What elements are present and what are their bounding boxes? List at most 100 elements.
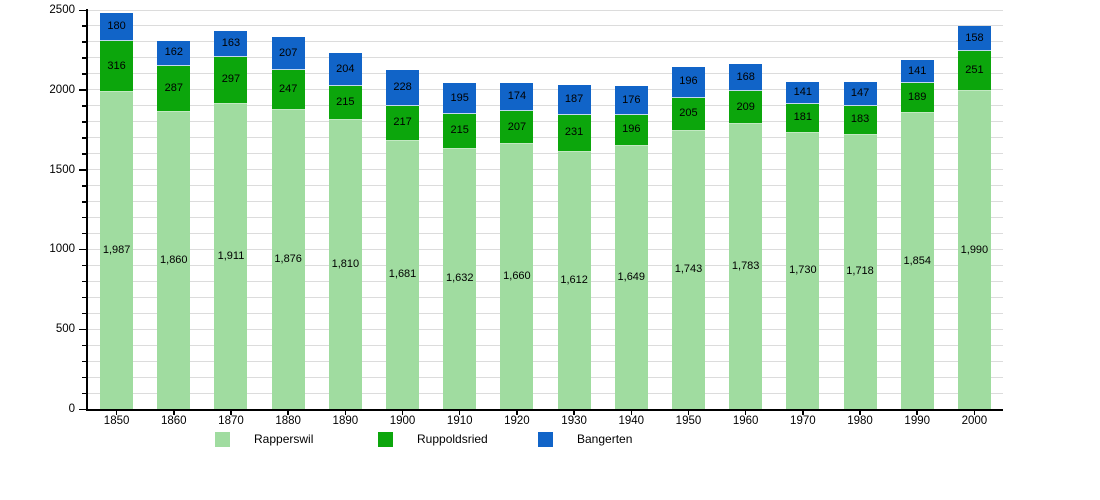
bar-segment-rapperswil: 1,632 [443,148,477,409]
y-tick [79,9,86,11]
bar-segment-bangerten: 180 [100,12,134,42]
bar-segment-ruppoldsried: 215 [328,85,362,121]
bar-segment-ruppoldsried: 297 [214,56,248,105]
x-tick [401,411,404,415]
bar-segment-rapperswil: 1,649 [614,145,648,409]
bar-segment-rapperswil: 1,730 [786,132,820,409]
bar-segment-ruppoldsried: 251 [957,51,991,92]
x-tick [687,411,690,415]
bar-value-label: 209 [736,100,755,113]
x-tick [516,411,518,415]
gridline [88,121,1003,123]
x-tick-label: 1850 [103,415,130,427]
y-tick [82,185,86,187]
bar-value-label: 217 [393,116,412,129]
bar-value-label: 174 [507,90,527,103]
bar-value-label: 176 [622,93,641,106]
x-tick-label: 1990 [904,415,931,427]
legend-label: Bangerten [577,432,633,446]
bar-value-label: 1,612 [560,273,588,286]
gridline [88,41,1003,43]
x-tick-label: 1900 [389,415,416,427]
x-tick-label: 2000 [961,415,988,427]
bar-segment-ruppoldsried: 183 [843,105,877,135]
bar-value-label: 1,810 [331,258,360,271]
bar-segment-ruppoldsried: 205 [671,98,705,131]
legend-item-ruppoldsried: Ruppoldsried [378,431,488,447]
bar-value-label: 195 [450,91,469,104]
bar-segment-bangerten: 207 [271,37,305,71]
y-tick [82,296,86,299]
x-tick-label: 1950 [675,415,702,427]
gridline [88,9,1003,11]
y-tick [82,280,86,283]
gridline [88,57,1003,59]
bar-segment-rapperswil: 1,990 [957,91,991,409]
bar-value-label: 1,990 [960,243,989,256]
y-tick-label: 1000 [49,243,75,256]
legend-swatch-icon [378,431,393,447]
bar-value-label: 204 [336,62,355,75]
bar-value-label: 158 [965,31,984,44]
bar-value-label: 1,649 [617,270,646,283]
x-tick-label: 1860 [160,415,187,427]
y-tick [82,232,86,235]
bar-segment-ruppoldsried: 231 [557,114,591,152]
bar-value-label: 297 [221,73,241,86]
bar-value-label: 207 [278,46,298,59]
y-tick [82,392,86,395]
bar-value-label: 196 [679,75,698,88]
y-tick [82,344,86,347]
x-tick-label: 1940 [618,415,645,427]
x-tick [173,411,175,415]
bar-segment-rapperswil: 1,876 [271,109,305,409]
gridline [88,280,1003,282]
bar-segment-bangerten: 187 [557,85,591,115]
bar-segment-rapperswil: 1,681 [386,140,420,409]
bar-segment-bangerten: 174 [500,83,534,112]
bar-value-label: 1,681 [388,268,417,281]
x-tick [344,411,347,415]
bar-value-label: 231 [564,126,584,139]
gridline [88,89,1003,91]
bar-value-label: 247 [278,82,298,95]
bar-value-label: 207 [507,120,527,133]
y-tick [82,25,86,27]
x-tick [859,411,861,415]
bar-value-label: 215 [336,95,355,108]
gridline [88,137,1003,139]
gridline [88,185,1003,187]
bar-segment-bangerten: 141 [786,81,820,105]
legend-item-rapperswil: Rapperswil [215,431,313,447]
bar-value-label: 251 [965,64,984,77]
bar-value-label: 205 [679,107,698,120]
bar-value-label: 147 [850,86,870,99]
x-tick-label: 1910 [446,415,473,427]
bar-segment-bangerten: 162 [157,40,191,67]
bar-segment-bangerten: 168 [729,64,763,92]
bar-segment-ruppoldsried: 209 [729,91,763,125]
bar-segment-bangerten: 204 [328,53,362,86]
y-tick-label: 500 [55,323,75,336]
gridline [88,296,1003,298]
y-tick [82,201,86,203]
bar-value-label: 189 [908,91,927,104]
gridline [88,360,1003,362]
x-tick [458,411,461,415]
x-tick [230,411,232,415]
bar-segment-rapperswil: 1,854 [900,113,934,409]
y-tick [82,312,86,315]
bar-value-label: 1,783 [731,260,760,273]
bar-value-label: 1,718 [846,265,874,278]
y-axis [86,9,88,410]
x-tick-label: 1970 [790,415,816,427]
y-tick [82,376,86,379]
gridline [88,344,1003,346]
y-tick [79,169,86,171]
bar-segment-rapperswil: 1,810 [328,120,362,409]
bar-value-label: 181 [793,111,813,124]
gridline [88,328,1003,330]
bar-segment-ruppoldsried: 215 [443,114,477,149]
y-tick-label: 2000 [49,83,75,96]
bar-value-label: 287 [164,82,183,95]
